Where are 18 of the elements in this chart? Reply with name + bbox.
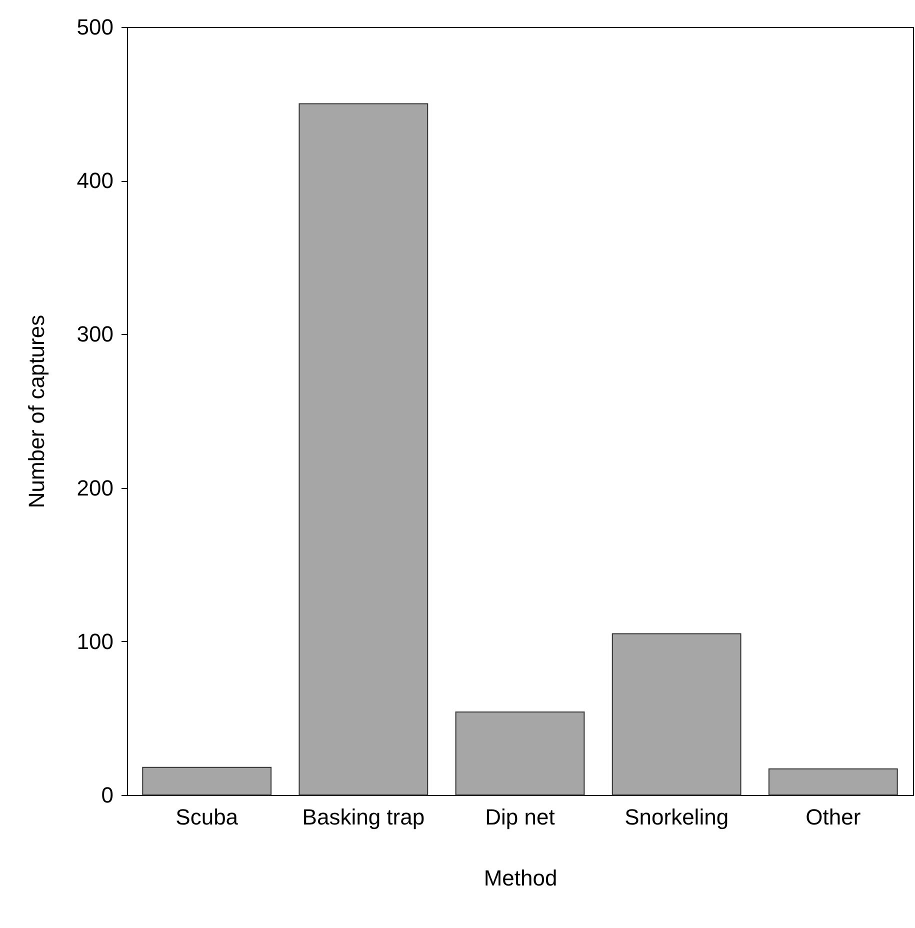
y-tick-label: 500 (76, 14, 114, 40)
y-tick-label: 400 (76, 168, 114, 194)
x-tick-label: Scuba (176, 804, 239, 830)
x-tick-label: Dip net (485, 804, 555, 830)
x-tick-label: Snorkeling (624, 804, 729, 830)
bar (455, 712, 585, 796)
bar (298, 103, 428, 796)
y-tick-label: 100 (76, 628, 114, 654)
x-axis-title: Method (484, 866, 558, 890)
y-tick-label: 200 (76, 475, 114, 500)
x-tick-label: Basking trap (302, 804, 425, 830)
y-tick-label: 0 (101, 782, 114, 808)
y-tick-label: 300 (76, 322, 114, 347)
x-tick-label: Other (806, 804, 861, 830)
bar (612, 633, 742, 796)
bar (768, 768, 898, 796)
bar (142, 766, 272, 796)
y-axis-title: Number of captures (24, 314, 49, 508)
